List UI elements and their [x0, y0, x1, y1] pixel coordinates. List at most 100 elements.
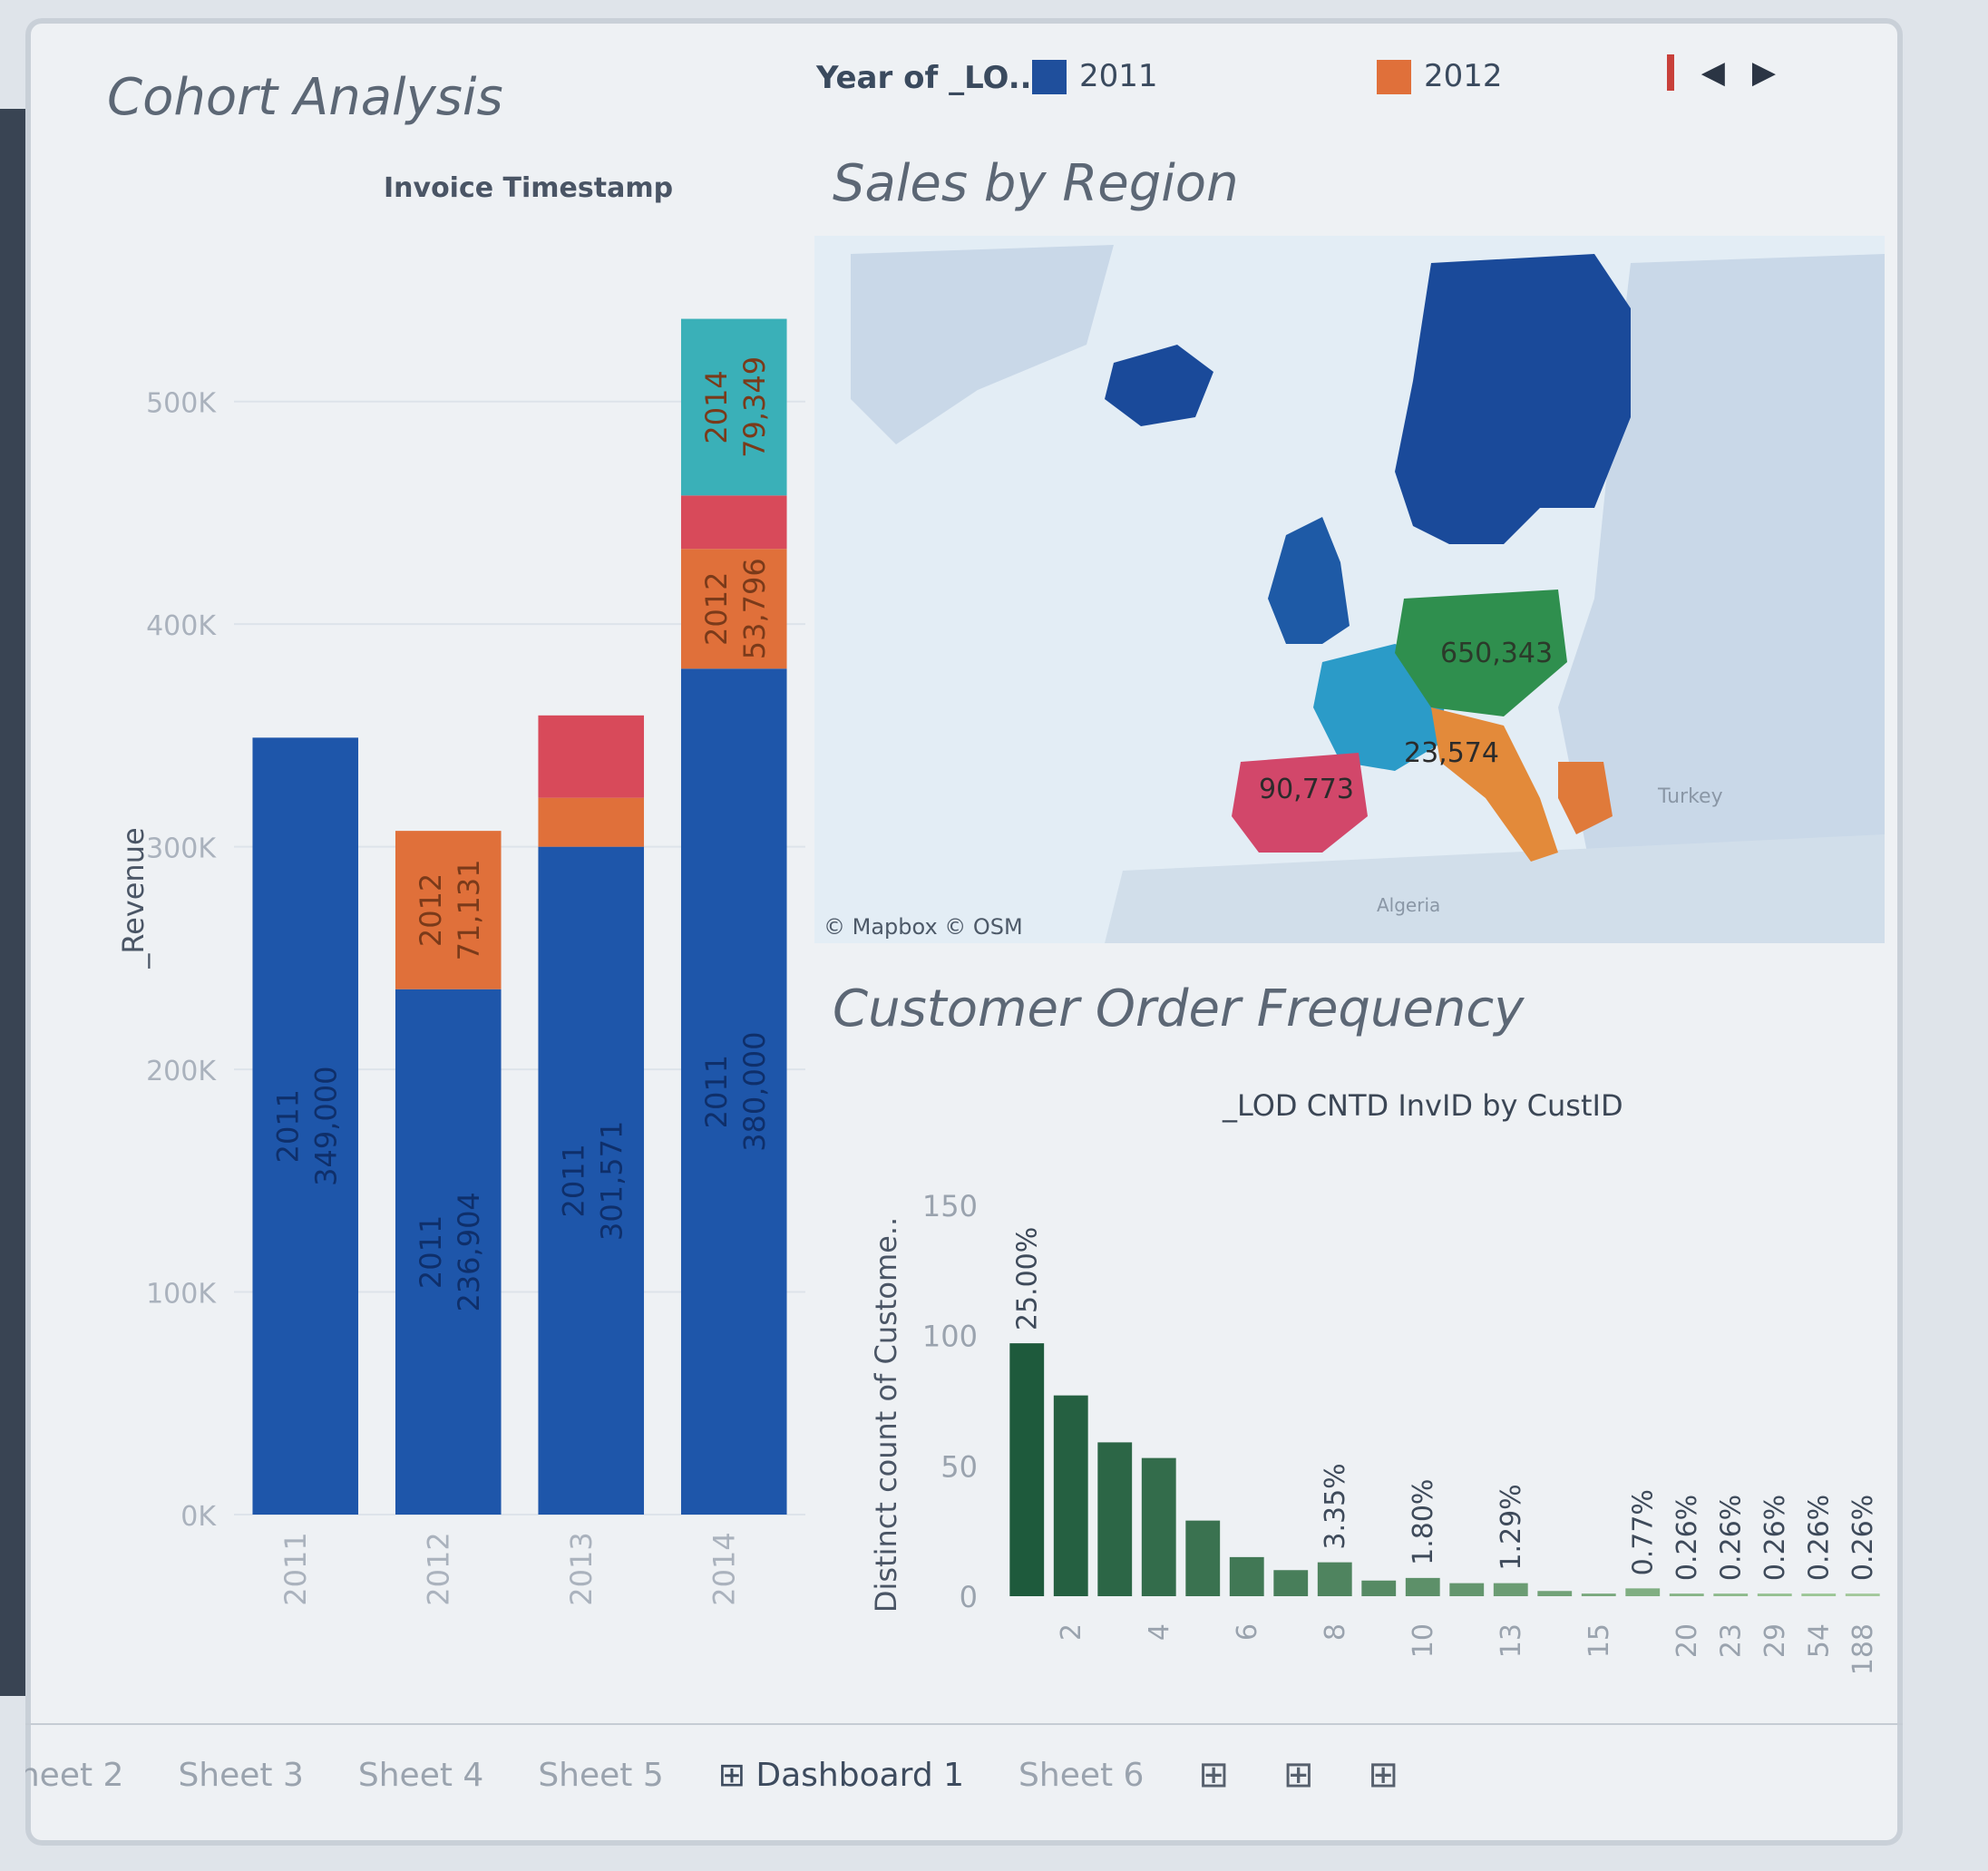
frequency-subtitle: _LOD CNTD InvID by CustID	[1223, 1088, 1623, 1123]
map-italy	[1431, 707, 1558, 862]
frequency-bar	[1845, 1593, 1880, 1596]
frequency-bar	[1537, 1591, 1573, 1596]
cohort-bar-2014-2012	[680, 549, 787, 669]
frequency-percent-label: 0.26%	[1803, 1495, 1835, 1581]
legend-prev-button[interactable]: ◀	[1701, 54, 1725, 91]
cohort-y-tick: 400K	[146, 610, 217, 642]
cohort-y-label: _Revenue	[116, 827, 151, 969]
cohort-bar-label: 2012 71,131	[414, 859, 486, 960]
frequency-bar	[1405, 1577, 1440, 1596]
color-legend: Year of _LO... 2011 2012 ◀ ▶	[25, 18, 1903, 118]
legend-swatch-2011[interactable]	[1032, 60, 1067, 94]
frequency-y-tick: 100	[922, 1320, 978, 1354]
tab-sheet-4[interactable]: Sheet 4	[357, 1756, 484, 1794]
frequency-x-tick: 54	[1803, 1623, 1835, 1658]
map-label-spain: 90,773	[1259, 774, 1354, 805]
cohort-bar-2011-2011	[252, 737, 359, 1515]
map-germany	[1395, 590, 1567, 716]
frequency-percent-label: 1.80%	[1408, 1479, 1439, 1565]
frequency-y-tick: 150	[922, 1189, 978, 1223]
frequency-percent-label: 0.26%	[1671, 1495, 1703, 1581]
cohort-bar-2012-2012	[395, 831, 502, 989]
cohort-y-tick: 200K	[146, 1056, 217, 1087]
cohort-bar-label: 2012 53,796	[699, 558, 772, 659]
frequency-percent-label: 0.77%	[1627, 1489, 1659, 1575]
frequency-x-tick: 6	[1232, 1623, 1263, 1641]
cohort-subtitle: Invoice Timestamp	[384, 172, 674, 204]
dashboard-grid-icon: ⊞	[717, 1756, 756, 1794]
cohort-bar-2013-2012	[538, 797, 645, 847]
frequency-percent-label: 1.29%	[1496, 1484, 1527, 1570]
cohort-bar-label: 2011 349,000	[271, 1067, 344, 1186]
cohort-x-tick: 2014	[707, 1532, 741, 1605]
map-label-turkey: Turkey	[1657, 785, 1723, 808]
frequency-x-tick: 15	[1584, 1623, 1615, 1658]
map-land-greenland	[851, 245, 1114, 444]
tab-dashboard-1-label: Dashboard 1	[755, 1756, 965, 1794]
cohort-y-tick: 500K	[146, 388, 217, 420]
frequency-bar	[1009, 1343, 1045, 1596]
cohort-bar-2014-2014	[680, 318, 787, 496]
new-worksheet-icon[interactable]: ⊞	[1198, 1754, 1229, 1796]
frequency-percent-label: 0.26%	[1715, 1495, 1747, 1581]
map-uk	[1268, 517, 1350, 644]
cohort-x-tick: 2011	[278, 1532, 313, 1605]
legend-title: Year of _LO...	[816, 60, 1044, 96]
frequency-bar	[1801, 1593, 1837, 1596]
cohort-x-tick: 2012	[421, 1532, 455, 1605]
legend-next-button[interactable]: ▶	[1751, 54, 1776, 91]
new-dashboard-icon[interactable]: ⊞	[1282, 1754, 1314, 1796]
map-iceland	[1105, 345, 1213, 426]
frequency-x-tick: 8	[1320, 1623, 1351, 1641]
map-greece	[1558, 762, 1613, 834]
legend-label-2012: 2012	[1424, 58, 1503, 94]
frequency-percent-label: 3.35%	[1320, 1463, 1351, 1549]
cohort-bar-2014-2011	[680, 668, 787, 1515]
cohort-bar-2013-2011	[538, 846, 645, 1515]
tab-dashboard-1[interactable]: ⊞ Dashboard 1	[718, 1757, 964, 1794]
tab-sheet-5[interactable]: Sheet 5	[538, 1756, 664, 1794]
tab-sheet-6[interactable]: Sheet 6	[1018, 1756, 1145, 1794]
cohort-y-tick: 100K	[146, 1279, 217, 1311]
cohort-bar-label: 2011 301,571	[557, 1121, 629, 1241]
cohort-y-tick: 0K	[180, 1501, 217, 1533]
frequency-x-tick: 2	[1056, 1623, 1087, 1641]
cohort-title: Cohort Analysis	[107, 68, 503, 127]
frequency-bar	[1185, 1520, 1221, 1596]
frequency-percent-label: 0.26%	[1847, 1495, 1879, 1581]
map-label-italy: 23,574	[1404, 737, 1499, 769]
frequency-bar	[1669, 1593, 1704, 1596]
frequency-bar	[1361, 1580, 1397, 1596]
legend-scroll-marker	[1666, 54, 1674, 91]
order-frequency-chart: 0 50 100 150 Distinct count of Custome.. 25.0…	[869, 1189, 1880, 1675]
frequency-bar	[1757, 1593, 1792, 1596]
dashboard-screen: Year of _LO... 2011 2012 ◀ ▶ Cohort Anal…	[25, 18, 1903, 1846]
cohort-bar-chart: 0K 100K 200K 300K 400K 500K _Revenue 2011 349,00…	[116, 318, 805, 1606]
frequency-bar	[1713, 1593, 1749, 1596]
frequency-bar	[1625, 1588, 1661, 1596]
cohort-bar-2014-2013	[680, 495, 787, 550]
frequency-x-tick: 23	[1715, 1623, 1747, 1658]
cohort-bar-label: 2011 236,904	[414, 1192, 486, 1311]
map-label-germany: 650,343	[1440, 638, 1553, 669]
sales-region-map[interactable]: 650,343 23,574 90,773 Turkey Algeria © M…	[814, 236, 1885, 943]
frequency-x-tick: 29	[1759, 1623, 1791, 1658]
tab-sheet-2[interactable]: Sheet 2	[25, 1756, 124, 1794]
frequency-bar	[1317, 1562, 1352, 1596]
tab-sheet-3[interactable]: Sheet 3	[178, 1756, 304, 1794]
frequency-bar	[1097, 1442, 1133, 1596]
cohort-bar-2013-2013	[538, 715, 645, 798]
frequency-bar	[1273, 1570, 1309, 1596]
frequency-y-tick: 0	[960, 1580, 978, 1614]
frequency-bar	[1053, 1395, 1088, 1596]
legend-swatch-2012[interactable]	[1377, 60, 1411, 94]
sheet-tabs: Sheet 2 Sheet 3 Sheet 4 Sheet 5 ⊞ Dashbo…	[25, 1723, 1903, 1825]
map-spain	[1232, 753, 1368, 853]
left-window-strip	[0, 109, 27, 1696]
frequency-bar	[1581, 1593, 1616, 1596]
frequency-bar	[1141, 1457, 1176, 1596]
legend-label-2011: 2011	[1079, 58, 1158, 94]
new-story-icon[interactable]: ⊞	[1368, 1754, 1399, 1796]
cohort-x-tick: 2013	[564, 1532, 599, 1605]
frequency-x-tick: 188	[1847, 1623, 1879, 1675]
